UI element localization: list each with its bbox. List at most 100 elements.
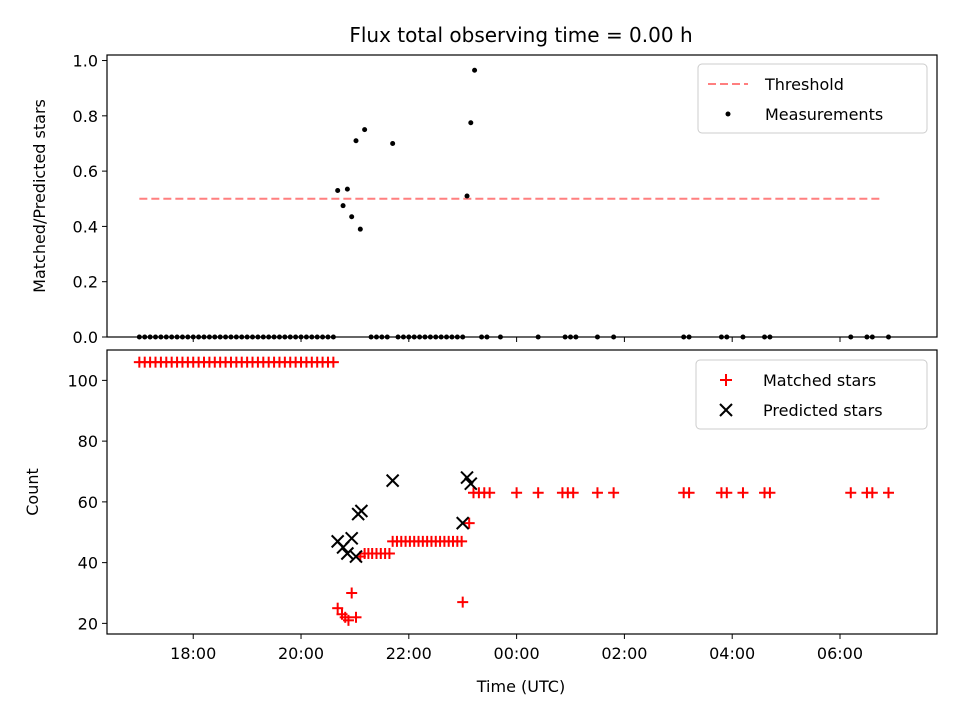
matched-star-point <box>346 587 358 599</box>
measurement-point <box>335 187 341 193</box>
top-panel: 0.0 0.2 0.4 0.6 0.8 1.0 Matched/Predicted sta… <box>30 52 938 347</box>
x-tick-label: 06:00 <box>817 644 863 663</box>
matched-star-point <box>737 487 749 499</box>
measurement-point <box>864 334 870 340</box>
measurement-point <box>212 334 218 340</box>
measurement-point <box>594 334 600 340</box>
top-y-tick-label: 0.8 <box>73 107 98 126</box>
measurement-point <box>206 334 212 340</box>
measurement-point <box>438 334 444 340</box>
legend-predicted-swatch <box>719 403 733 417</box>
measurement-point <box>427 334 433 340</box>
measurement-point <box>158 334 164 340</box>
matched-star-point <box>845 487 857 499</box>
measurement-point <box>400 334 406 340</box>
measurement-point <box>217 334 223 340</box>
matched-star-point <box>463 517 475 529</box>
measurement-point <box>179 334 185 340</box>
legend-threshold-label: Threshold <box>764 75 844 94</box>
bottom-y-tick-label: 80 <box>78 432 98 451</box>
measurement-point <box>562 334 568 340</box>
measurement-point <box>353 138 359 144</box>
matched-star-point <box>683 487 695 499</box>
measurement-point <box>255 334 261 340</box>
measurement-point <box>185 334 191 340</box>
top-y-tick-label: 0.4 <box>73 217 98 236</box>
bottom-y-axis-label: Count <box>23 468 42 516</box>
measurement-point <box>266 334 272 340</box>
measurement-point <box>444 334 450 340</box>
bottom-x-axis: 18:00 20:00 22:00 00:00 02:00 04:00 06:00 <box>170 634 863 663</box>
measurement-point <box>395 334 401 340</box>
measurement-point <box>250 334 256 340</box>
measurement-point <box>287 334 293 340</box>
measurement-point <box>260 334 266 340</box>
top-legend: Threshold Measurements <box>697 63 928 134</box>
chart-title: Flux total observing time = 0.00 h <box>349 23 692 47</box>
top-legend-box <box>697 63 928 134</box>
measurement-point <box>468 120 474 126</box>
predicted-star-point <box>344 531 359 546</box>
measurement-point <box>411 334 417 340</box>
legend-matched-swatch <box>720 374 732 386</box>
measurement-point <box>454 334 460 340</box>
measurement-point <box>373 334 379 340</box>
measurement-point <box>422 334 428 340</box>
measurement-point <box>885 334 891 340</box>
measurement-point <box>309 334 315 340</box>
measurement-point <box>349 214 355 220</box>
measurement-point <box>573 334 579 340</box>
measurement-point <box>298 334 304 340</box>
matched-star-point <box>608 487 620 499</box>
top-y-tick-label: 0.0 <box>73 328 98 347</box>
measurement-point <box>190 334 196 340</box>
x-tick-label: 20:00 <box>278 644 324 663</box>
matched-star-point <box>383 548 395 560</box>
legend-matched-label: Matched stars <box>763 371 876 390</box>
bottom-legend: Matched stars Predicted stars <box>695 359 928 430</box>
measurement-point <box>611 334 617 340</box>
matched-star-point <box>332 602 344 614</box>
matched-star-point <box>457 596 469 608</box>
matched-star-point <box>764 487 776 499</box>
predicted-stars-points <box>330 470 478 564</box>
matched-star-point <box>591 487 603 499</box>
legend-predicted-label: Predicted stars <box>763 401 883 420</box>
legend-measurements-swatch <box>725 111 731 117</box>
measurement-point <box>330 334 336 340</box>
top-plot-frame <box>106 54 938 338</box>
measurement-point <box>314 334 320 340</box>
measurement-point <box>169 334 175 340</box>
measurement-point <box>303 334 309 340</box>
bottom-panel: 20 40 60 80 100 18:00 20:00 22:00 00:00 02:00 04:… <box>23 349 938 696</box>
bottom-plot-frame <box>106 349 938 635</box>
bottom-y-tick-label: 20 <box>78 614 98 633</box>
top-y-tick-label: 0.6 <box>73 162 98 181</box>
measurement-point <box>417 334 423 340</box>
matched-star-point <box>456 535 468 547</box>
matched-star-point <box>350 611 362 623</box>
measurement-point <box>718 334 724 340</box>
measurement-point <box>271 334 277 340</box>
matched-star-point <box>532 487 544 499</box>
measurement-point <box>464 193 470 199</box>
measurement-point <box>163 334 169 340</box>
measurements-points <box>136 67 891 340</box>
measurement-point <box>681 334 687 340</box>
measurement-point <box>136 334 142 340</box>
x-axis-label: Time (UTC) <box>476 677 565 696</box>
measurement-point <box>433 334 439 340</box>
measurement-point <box>147 334 153 340</box>
measurement-point <box>282 334 288 340</box>
measurement-point <box>223 334 229 340</box>
measurement-point <box>406 334 412 340</box>
predicted-star-point <box>456 516 470 530</box>
measurement-point <box>244 334 250 340</box>
measurement-point <box>142 334 148 340</box>
measurement-point <box>174 334 180 340</box>
measurement-point <box>368 334 374 340</box>
top-y-axis: 0.0 0.2 0.4 0.6 0.8 1.0 <box>73 52 107 347</box>
predicted-star-point <box>349 549 363 564</box>
measurement-point <box>340 203 346 209</box>
